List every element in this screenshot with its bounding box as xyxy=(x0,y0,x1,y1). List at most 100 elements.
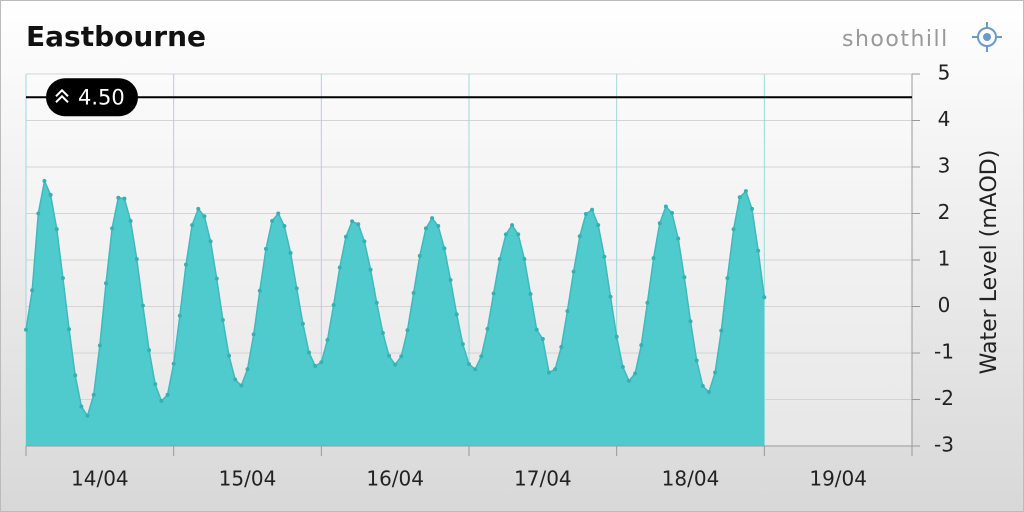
data-point xyxy=(565,309,570,314)
data-point xyxy=(343,234,348,239)
data-point xyxy=(270,218,275,223)
data-point xyxy=(663,204,668,209)
data-point xyxy=(196,206,201,211)
data-point xyxy=(633,371,638,376)
y-axis-title: Water Level (mAOD) xyxy=(977,150,1002,375)
data-point xyxy=(534,327,539,332)
data-point xyxy=(750,206,755,211)
data-point xyxy=(307,350,312,355)
data-point xyxy=(356,222,361,227)
data-point xyxy=(467,362,471,367)
y-tick-label: 4 xyxy=(938,107,951,131)
data-point xyxy=(626,378,631,383)
x-tick-label: 17/04 xyxy=(514,467,572,491)
data-point xyxy=(325,337,330,342)
data-point xyxy=(134,257,139,262)
data-point xyxy=(491,291,496,296)
data-point xyxy=(682,275,687,280)
data-point xyxy=(417,253,422,258)
brand: shoothill xyxy=(842,27,949,52)
x-tick-label: 15/04 xyxy=(219,467,277,491)
data-point xyxy=(288,251,293,256)
data-point xyxy=(676,236,681,241)
data-point xyxy=(725,276,730,281)
data-point xyxy=(423,226,428,231)
data-point xyxy=(73,373,78,378)
data-point xyxy=(122,196,127,201)
data-point xyxy=(350,219,355,224)
data-point xyxy=(571,269,576,274)
data-point xyxy=(713,370,718,375)
data-point xyxy=(608,294,613,299)
data-point xyxy=(485,326,490,331)
y-tick-label: 2 xyxy=(938,200,951,224)
data-point xyxy=(208,239,213,244)
data-point xyxy=(688,319,693,324)
data-point xyxy=(116,195,121,200)
data-point xyxy=(171,361,176,366)
x-tick-label: 18/04 xyxy=(662,467,720,491)
data-point xyxy=(220,317,225,322)
data-point xyxy=(91,392,96,397)
data-point xyxy=(282,224,287,229)
data-point xyxy=(546,370,551,375)
data-point xyxy=(596,223,601,228)
x-tick-label: 16/04 xyxy=(366,467,424,491)
y-tick-label: 1 xyxy=(938,247,951,271)
data-point xyxy=(657,221,662,226)
data-point xyxy=(670,211,675,216)
data-point xyxy=(337,265,342,270)
data-point xyxy=(731,227,736,232)
data-point xyxy=(737,195,742,200)
data-point xyxy=(60,276,65,281)
data-point xyxy=(257,288,262,293)
data-point xyxy=(411,291,416,296)
data-point xyxy=(460,342,465,347)
data-point xyxy=(405,328,410,333)
data-point xyxy=(387,353,392,358)
data-point xyxy=(183,262,188,267)
data-point xyxy=(362,239,367,244)
data-point xyxy=(639,343,644,348)
data-point xyxy=(239,383,244,388)
data-point xyxy=(430,216,435,221)
data-point xyxy=(651,256,656,261)
data-point xyxy=(559,344,564,349)
data-point xyxy=(103,281,108,286)
data-point xyxy=(522,257,527,262)
y-tick-label: 0 xyxy=(938,293,951,317)
threshold-badge xyxy=(46,78,138,117)
data-point xyxy=(528,291,533,296)
data-point xyxy=(577,234,582,239)
data-point xyxy=(380,331,385,336)
threshold-icon xyxy=(55,88,69,103)
data-point xyxy=(147,348,152,353)
data-point xyxy=(153,382,158,387)
data-point xyxy=(510,223,515,228)
data-point xyxy=(79,404,84,409)
data-point xyxy=(436,224,441,229)
data-point xyxy=(245,367,250,372)
data-point xyxy=(165,392,170,397)
y-tick-label: -2 xyxy=(934,386,954,410)
data-point xyxy=(620,364,625,369)
data-point xyxy=(374,300,379,305)
data-point xyxy=(719,328,724,333)
data-point xyxy=(473,367,478,372)
data-point xyxy=(67,327,72,332)
data-point xyxy=(540,337,545,342)
data-point xyxy=(276,211,281,216)
data-point xyxy=(602,254,607,259)
data-point xyxy=(762,295,767,300)
data-point xyxy=(36,211,41,216)
data-point xyxy=(159,398,164,403)
y-tick-label: 5 xyxy=(938,61,951,85)
data-point xyxy=(694,358,699,363)
chart-title: Eastbourne xyxy=(26,20,206,53)
data-point xyxy=(97,343,102,348)
data-point xyxy=(448,277,453,282)
data-point xyxy=(553,367,558,372)
data-point xyxy=(233,377,238,382)
y-tick-label: -3 xyxy=(934,433,954,457)
